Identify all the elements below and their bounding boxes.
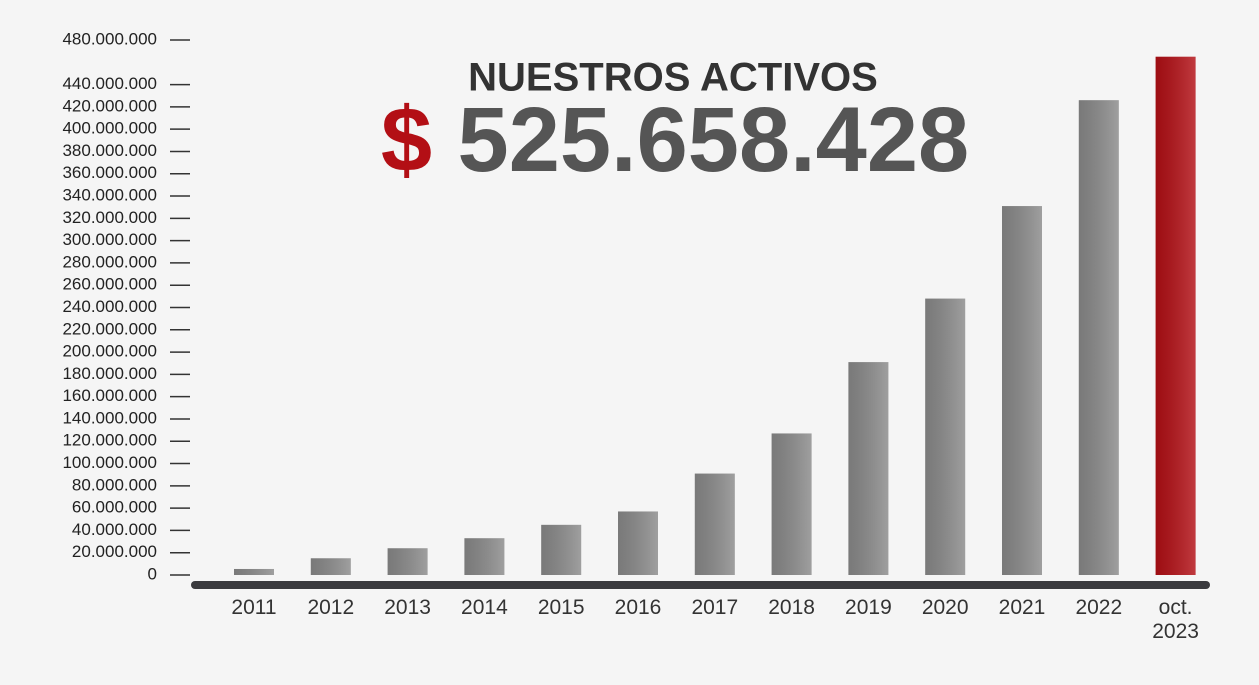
x-tick-label: 2022 bbox=[1075, 596, 1123, 619]
bar-shade bbox=[234, 568, 274, 575]
bar-shade bbox=[694, 473, 735, 575]
y-tick-label: 220.000.000 bbox=[62, 319, 157, 338]
x-tick-label: 2011 bbox=[231, 596, 277, 619]
y-tick-label: 60.000.000 bbox=[72, 498, 157, 517]
y-tick-label: 120.000.000 bbox=[62, 431, 157, 450]
x-tick-label: 2019 bbox=[845, 596, 892, 619]
total-value: 525.658.428 bbox=[458, 89, 970, 191]
x-tick-label: 2012 bbox=[307, 596, 355, 619]
y-tick-label: 340.000.000 bbox=[62, 186, 157, 205]
x-tick-label: 2014 bbox=[461, 596, 508, 619]
y-tick-label: 400.000.000 bbox=[62, 119, 157, 138]
currency: $ bbox=[381, 89, 432, 191]
x-tick-label: 2013 bbox=[384, 596, 431, 619]
x-tick-label: 2016 bbox=[614, 596, 662, 619]
chart-title: NUESTROS ACTIVOS bbox=[468, 56, 878, 100]
bar-shade bbox=[771, 433, 812, 575]
bar-shade bbox=[925, 298, 966, 575]
y-tick-label: 0 bbox=[148, 564, 157, 583]
y-tick-label: 80.000.000 bbox=[72, 475, 157, 494]
y-tick-label: 440.000.000 bbox=[62, 74, 157, 93]
y-tick-label: 300.000.000 bbox=[62, 230, 157, 249]
y-tick-label: 360.000.000 bbox=[62, 163, 157, 182]
y-tick-label: 40.000.000 bbox=[72, 520, 157, 539]
bar-shade bbox=[1155, 56, 1196, 575]
bar-shade bbox=[1002, 206, 1042, 575]
y-tick-label: 20.000.000 bbox=[72, 542, 157, 561]
x-tick-label: 2018 bbox=[768, 596, 815, 619]
y-tick-label: 380.000.000 bbox=[62, 141, 157, 160]
y-tick-label: 100.000.000 bbox=[62, 453, 157, 472]
y-tick-label: 260.000.000 bbox=[62, 275, 157, 294]
bar-shade bbox=[464, 538, 505, 575]
bar-shade bbox=[541, 524, 582, 575]
y-tick-label: 320.000.000 bbox=[62, 208, 157, 227]
x-tick-label: 2015 bbox=[537, 596, 585, 619]
total: $ 525.658.428 bbox=[381, 89, 969, 191]
y-tick-label: 140.000.000 bbox=[62, 408, 157, 427]
y-tick-label: 180.000.000 bbox=[62, 364, 157, 383]
y-tick-label: 200.000.000 bbox=[62, 342, 157, 361]
x-tick-label: 2020 bbox=[921, 596, 969, 619]
y-tick-label: 420.000.000 bbox=[62, 96, 157, 115]
bar-shade bbox=[848, 362, 889, 575]
x-tick-label: oct. 2023 bbox=[1152, 596, 1199, 643]
bar-shade bbox=[618, 511, 658, 575]
x-tick-label: 2021 bbox=[998, 596, 1046, 619]
bar-shade bbox=[1078, 100, 1119, 575]
x-tick-label: 2017 bbox=[691, 596, 739, 619]
y-tick-label: 160.000.000 bbox=[62, 386, 157, 405]
y-tick-label: 480.000.000 bbox=[62, 29, 157, 48]
y-tick-label: 280.000.000 bbox=[62, 252, 157, 271]
bar-shade bbox=[387, 548, 428, 575]
y-tick-label: 240.000.000 bbox=[62, 297, 157, 316]
bar-shade bbox=[310, 558, 351, 575]
